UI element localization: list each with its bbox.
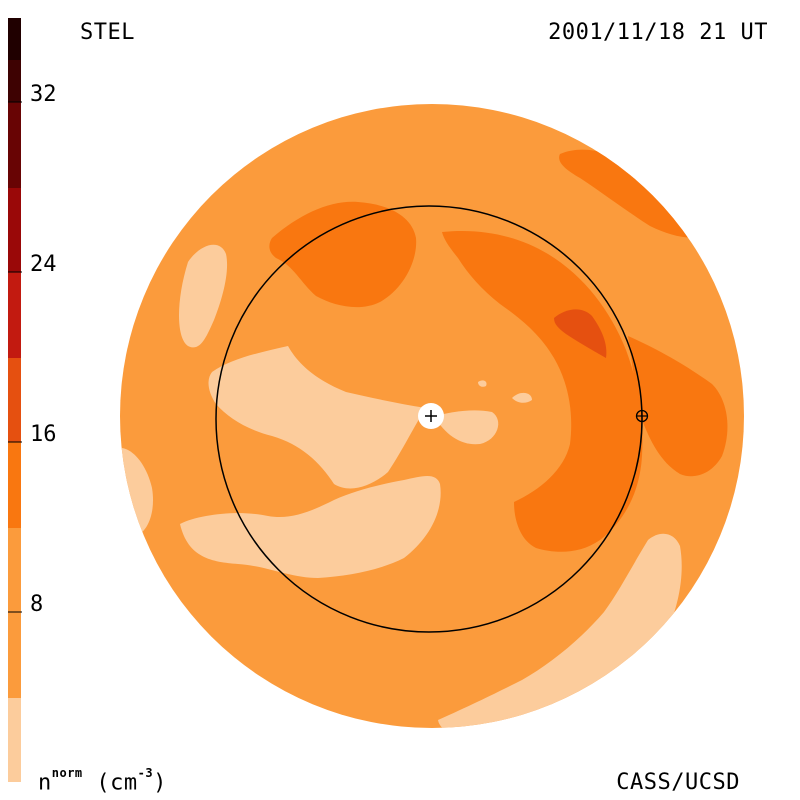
low-density-region-left <box>179 244 228 348</box>
units-label: nnorm (cm-3) <box>38 766 167 796</box>
mid-density-region-top <box>269 201 417 308</box>
colorbar-band-8 <box>8 60 21 102</box>
instrument-label: STEL <box>80 20 135 45</box>
colorbar-band-2 <box>8 528 21 698</box>
units-superscript: norm <box>51 766 83 780</box>
institution-label: CASS/UCSD <box>616 770 740 795</box>
mid-density-region-top-right <box>559 149 700 238</box>
colorbar-tick-label-24: 24 <box>30 252 57 277</box>
low-density-region-center-right <box>434 410 499 445</box>
colorbar-band-6 <box>8 188 21 272</box>
units-unit: (cm <box>96 770 138 796</box>
colorbar-band-5 <box>8 272 21 358</box>
low-density-region-speck-1 <box>512 392 532 403</box>
colorbar-tick-label-16: 16 <box>30 422 57 447</box>
low-density-region-speck-2 <box>478 380 487 387</box>
low-density-region-lower <box>180 476 441 578</box>
colorbar-tick-label-32: 32 <box>30 82 57 107</box>
colorbar <box>8 18 22 782</box>
high-density-region <box>554 309 607 358</box>
units-variable: n <box>38 770 52 796</box>
low-density-region-center <box>208 346 426 489</box>
colorbar-band-7 <box>8 102 21 188</box>
units-exponent: -3 <box>137 766 154 780</box>
earth-marker <box>635 409 649 423</box>
colorbar-band-3 <box>8 442 21 528</box>
colorbar-tick-label-8: 8 <box>30 592 44 617</box>
mid-density-region-far-right <box>628 336 728 477</box>
units-close: ) <box>153 770 167 796</box>
colorbar-band-4 <box>8 358 21 442</box>
colorbar-band-9 <box>8 18 21 60</box>
colorbar-band-1 <box>8 698 21 782</box>
mid-density-region-right-arc <box>442 230 643 552</box>
sun-marker <box>418 403 444 429</box>
timestamp-label: 2001/11/18 21 UT <box>548 20 768 45</box>
